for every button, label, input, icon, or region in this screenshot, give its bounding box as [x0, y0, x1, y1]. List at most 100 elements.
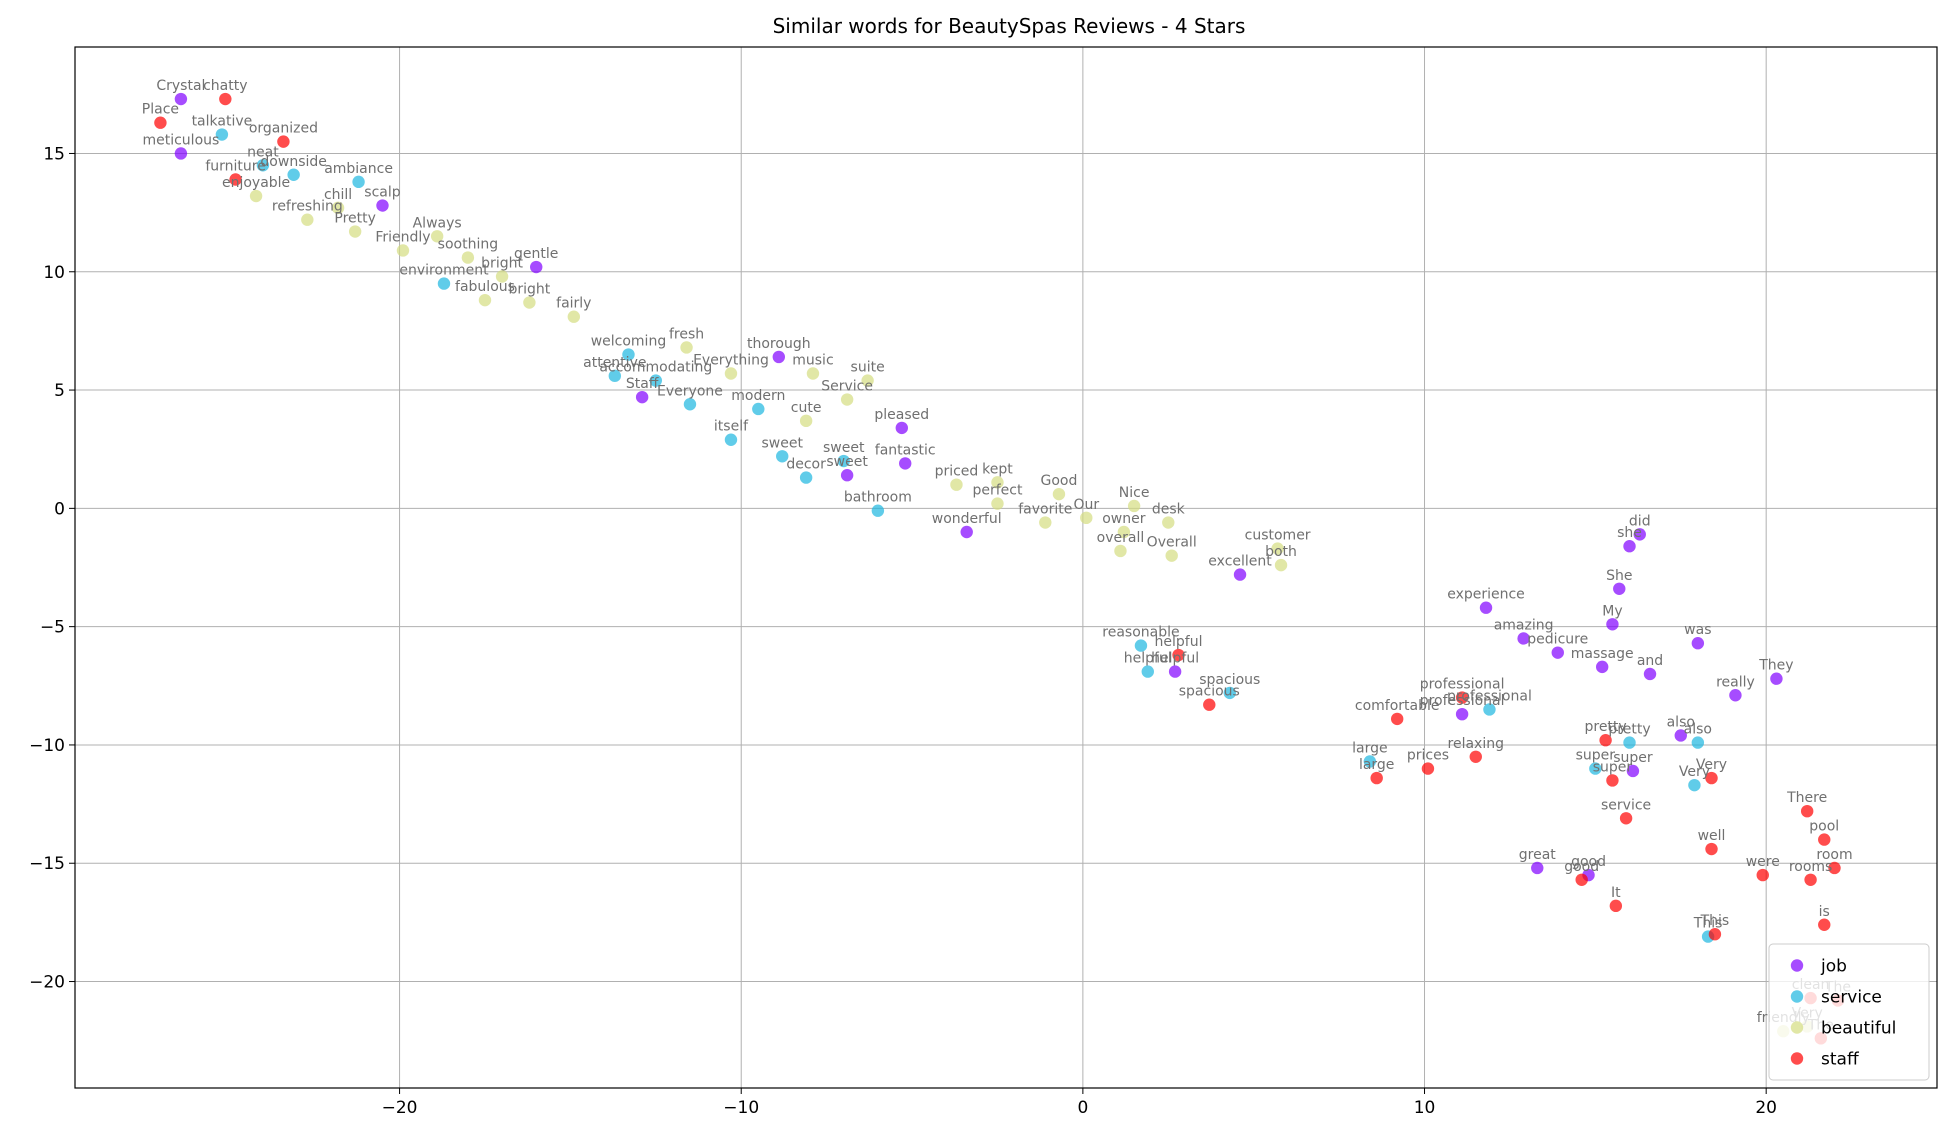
point-service — [724, 433, 738, 446]
point-label: good — [1564, 859, 1599, 875]
point-beautiful — [1274, 558, 1288, 572]
legend-box — [1768, 943, 1930, 1081]
point-beautiful — [724, 367, 738, 380]
point-labels: Crystal meticulous scalp gentle thorough Staf… — [142, 78, 1853, 1033]
point-job — [899, 457, 912, 470]
point-service — [683, 398, 697, 411]
point-label: priced — [935, 464, 979, 480]
point-beautiful — [523, 296, 536, 309]
point-staff — [1203, 698, 1216, 711]
point-label: environment — [399, 263, 489, 279]
point-label: This — [1693, 916, 1723, 932]
point-label: music — [792, 352, 833, 368]
point-beautiful — [1114, 544, 1127, 558]
point-label: fairly — [556, 296, 591, 312]
point-label: chill — [324, 187, 352, 203]
point-label: bathroom — [844, 490, 912, 506]
point-service — [871, 504, 885, 517]
point-label: Service — [821, 379, 873, 395]
point-label: They — [1758, 658, 1793, 674]
point-label: soothing — [438, 237, 498, 253]
y-tick-label: 0 — [54, 499, 65, 519]
point-beautiful — [1165, 549, 1178, 562]
y-tick-label: −20 — [29, 973, 65, 993]
point-label: were — [1746, 854, 1780, 870]
point-label: pedicure — [1527, 632, 1588, 648]
point-staff — [1370, 771, 1383, 785]
point-label: professional — [1420, 693, 1505, 709]
point-label: massage — [1571, 646, 1634, 662]
point-staff — [1575, 873, 1588, 886]
point-label: reasonable — [1102, 625, 1179, 641]
point-label: Our — [1073, 497, 1099, 513]
point-label: amazing — [1494, 617, 1554, 633]
point-beautiful — [567, 310, 581, 323]
point-service — [1223, 686, 1236, 700]
point-label: downside — [260, 154, 326, 170]
point-label: chatty — [203, 78, 247, 94]
point-job — [1517, 632, 1530, 645]
point-service — [437, 277, 451, 290]
point-service — [799, 471, 813, 484]
point-label: This — [1700, 913, 1730, 929]
point-label: Overall — [1147, 535, 1197, 551]
legend-label-beautiful: beautiful — [1821, 1019, 1896, 1039]
point-job — [1455, 707, 1469, 721]
point-service — [776, 450, 789, 463]
point-job — [530, 260, 543, 274]
x-tick-label: 20 — [1755, 1098, 1777, 1118]
x-tick-label: 0 — [1077, 1098, 1088, 1118]
point-label: accommodating — [599, 360, 712, 376]
point-beautiful — [991, 497, 1004, 510]
point-label: room — [1816, 847, 1852, 863]
point-staff — [229, 173, 242, 186]
point-label: neat — [247, 144, 279, 160]
point-staff — [1705, 842, 1718, 856]
point-job — [1770, 672, 1783, 685]
legend-marker-service — [1790, 990, 1804, 1003]
point-job — [895, 421, 908, 435]
point-label: both — [1265, 544, 1297, 560]
grid — [75, 47, 1937, 1088]
point-label: Very — [1696, 757, 1727, 773]
point-label: pleased — [874, 407, 929, 423]
point-label: itself — [714, 419, 749, 435]
point-beautiful — [1052, 487, 1066, 501]
point-job — [635, 390, 649, 404]
point-staff — [1172, 648, 1185, 662]
chart-title: Similar words for BeautySpas Reviews - 4… — [773, 14, 1246, 38]
x-tick-label: 10 — [1414, 1098, 1436, 1118]
point-label: service — [1601, 797, 1651, 813]
point-label: perfect — [972, 483, 1022, 499]
point-label: sweet — [761, 435, 803, 451]
point-job — [1626, 764, 1640, 778]
point-service — [649, 374, 663, 387]
point-job — [376, 199, 389, 212]
point-beautiful — [1039, 516, 1052, 529]
point-label: and — [1637, 653, 1663, 669]
point-label: large — [1359, 757, 1394, 773]
point-job — [1168, 665, 1182, 678]
point-beautiful — [478, 293, 492, 307]
point-label: good — [1571, 854, 1606, 870]
point-job — [1479, 601, 1493, 614]
point-staff — [1599, 734, 1612, 747]
point-label: Nice — [1119, 485, 1150, 501]
point-label: super — [1613, 750, 1653, 766]
point-service — [215, 128, 229, 141]
point-staff — [1705, 771, 1718, 785]
point-label: Very — [1679, 764, 1710, 780]
point-label: fresh — [669, 326, 704, 342]
point-label: spacious — [1199, 672, 1260, 688]
point-label: professional — [1447, 688, 1532, 704]
point-label: bright — [509, 282, 551, 298]
point-label: helpful — [1155, 634, 1203, 650]
point-label: large — [1352, 741, 1387, 757]
point-staff — [1421, 762, 1435, 775]
point-service — [837, 454, 850, 468]
point-staff — [1469, 750, 1482, 763]
point-job — [1606, 618, 1619, 631]
point-beautiful — [799, 414, 813, 428]
point-job — [174, 147, 188, 160]
legend-marker-beautiful — [1790, 1021, 1804, 1034]
